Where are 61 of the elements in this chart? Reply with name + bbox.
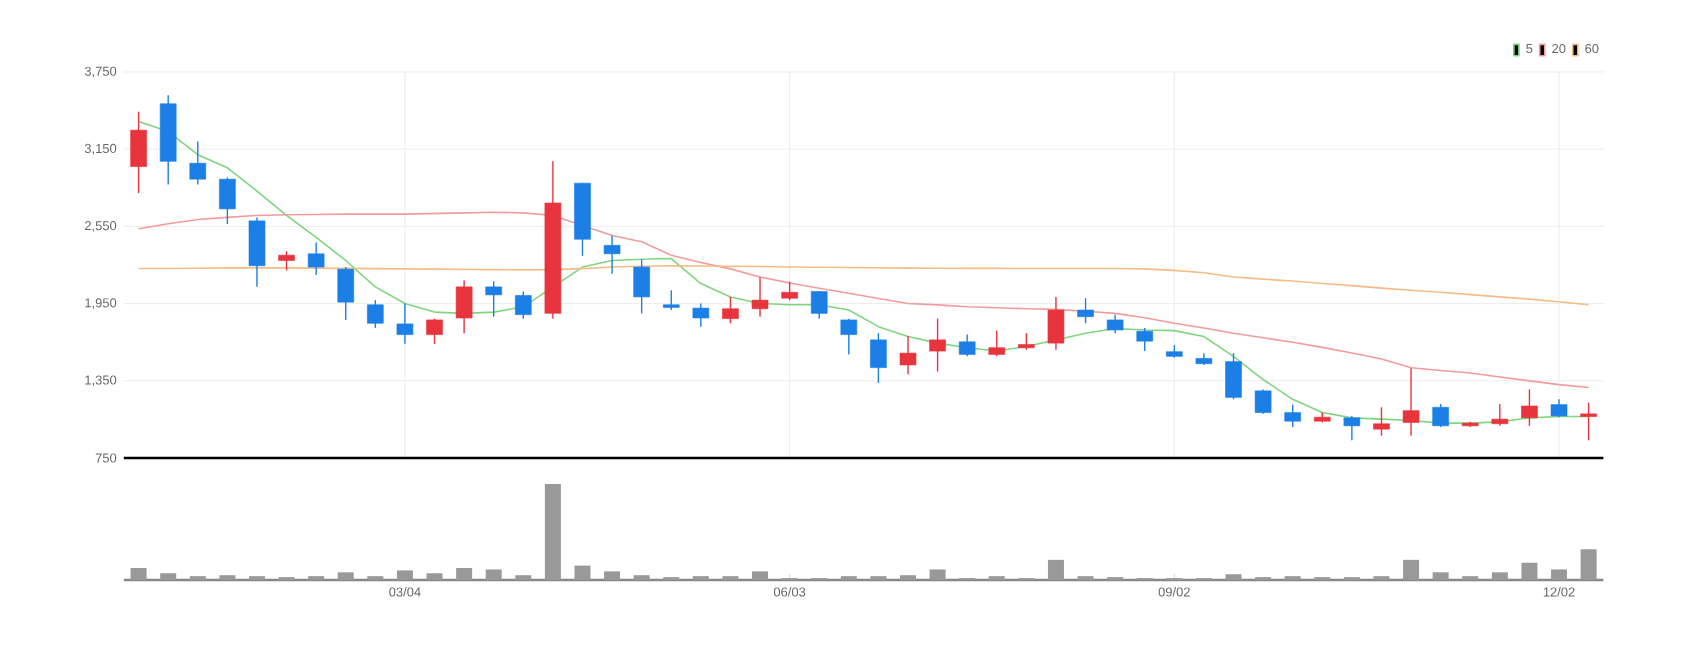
bar <box>396 570 413 580</box>
candlestick <box>1106 313 1124 334</box>
candlestick <box>751 276 769 318</box>
candlestick <box>219 176 236 225</box>
candlestick <box>455 279 473 334</box>
candlestick <box>515 290 532 320</box>
candlestick <box>1521 388 1538 427</box>
bar <box>160 573 177 580</box>
bar <box>752 571 769 580</box>
bar <box>1491 572 1508 580</box>
bar <box>1225 574 1242 580</box>
bar <box>426 573 443 580</box>
candlestick <box>662 289 680 311</box>
bar <box>456 568 473 580</box>
bar <box>604 571 621 580</box>
candlestick <box>189 140 207 186</box>
bar <box>1047 559 1064 580</box>
candlestick <box>1136 327 1154 352</box>
bar <box>1521 562 1538 580</box>
bar <box>130 568 147 580</box>
bar <box>1551 569 1568 580</box>
bar <box>1403 559 1420 580</box>
bar <box>1580 549 1597 580</box>
candlestick <box>1373 406 1390 437</box>
bar <box>544 484 561 580</box>
candlestick <box>278 250 295 272</box>
candlestick <box>781 280 798 301</box>
candlestick <box>367 299 384 329</box>
candlestick <box>130 110 147 194</box>
candlestick <box>988 329 1006 358</box>
candlestick <box>1254 388 1272 415</box>
candlestick <box>1284 403 1301 428</box>
candlestick <box>722 296 739 324</box>
candlestick <box>810 290 828 320</box>
bar <box>929 569 946 580</box>
candlestick <box>840 317 858 356</box>
candlestick <box>1491 403 1509 427</box>
bar <box>485 569 502 580</box>
candlestick <box>337 266 355 321</box>
candlestick <box>396 302 414 345</box>
bar <box>574 565 591 580</box>
bar <box>337 572 354 580</box>
candlestick <box>1343 415 1361 442</box>
candlestick <box>485 280 502 318</box>
candlestick <box>899 335 917 375</box>
candlestick <box>1580 401 1597 442</box>
candlestick <box>1077 297 1094 324</box>
candlestick <box>1432 403 1449 428</box>
candlestick <box>248 216 266 288</box>
candlestick <box>1225 352 1242 401</box>
candlestick <box>1402 367 1420 437</box>
candlestick <box>426 317 443 345</box>
candlestick <box>958 333 976 358</box>
candlestick <box>870 332 887 384</box>
candlestick <box>692 302 710 328</box>
candlestick <box>929 317 946 373</box>
candlestick <box>603 234 621 275</box>
candlestick <box>307 241 325 276</box>
candlestick <box>1047 296 1065 351</box>
bar <box>1432 572 1449 580</box>
candlestick <box>633 258 650 315</box>
